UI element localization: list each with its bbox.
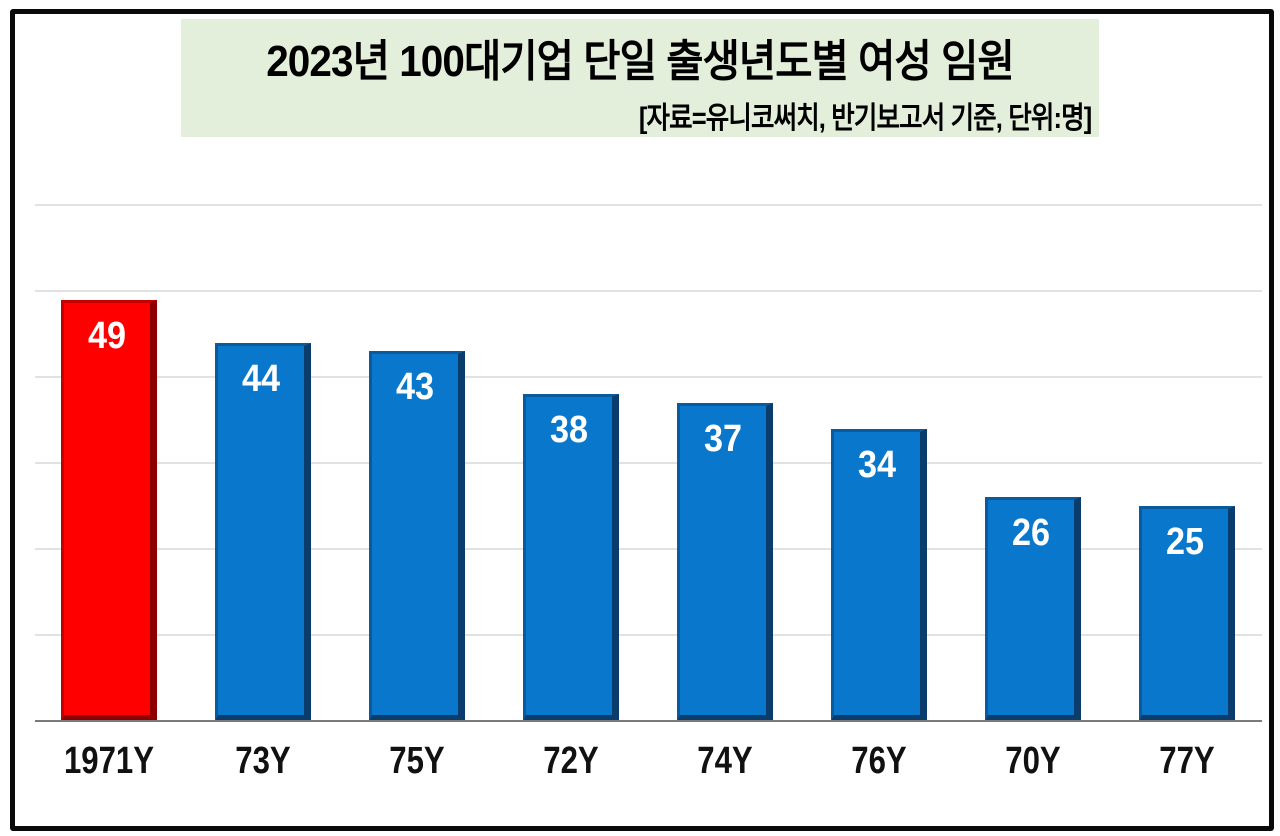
bar-77Y: 25 <box>1139 506 1235 721</box>
bar-75Y: 43 <box>369 351 465 721</box>
x-tick-label: 70Y <box>1005 740 1061 782</box>
bar-value-label: 38 <box>549 409 589 452</box>
bar-74Y: 37 <box>677 402 773 721</box>
bar-value-label: 49 <box>87 314 127 357</box>
x-tick-label: 75Y <box>389 740 445 782</box>
bar-value-label: 25 <box>1165 521 1205 563</box>
gridline-10 <box>35 634 1262 636</box>
x-tick-label: 72Y <box>543 740 599 782</box>
x-tick-label: 74Y <box>697 740 753 782</box>
bar-70Y: 26 <box>985 497 1081 721</box>
bar-value-label: 37 <box>703 417 743 460</box>
x-tick-label: 77Y <box>1159 740 1215 782</box>
x-axis-baseline <box>35 720 1262 722</box>
gridline-20 <box>35 548 1262 550</box>
title-box: 2023년 100대기업 단일 출생년도별 여성 임원 [자료=유니코써치, 반… <box>181 19 1099 137</box>
gridline-50 <box>35 290 1262 292</box>
bar-76Y: 34 <box>831 428 927 721</box>
bar-value-label: 43 <box>395 366 435 409</box>
bar-value-label: 34 <box>857 443 897 486</box>
bar-value-label: 26 <box>1011 512 1051 555</box>
gridline-30 <box>35 462 1262 464</box>
chart-title: 2023년 100대기업 단일 출생년도별 여성 임원 <box>266 37 1015 86</box>
bar-72Y: 38 <box>523 394 619 721</box>
gridline-40 <box>35 376 1262 378</box>
chart-subtitle: [자료=유니코써치, 반기보고서 기준, 단위:명] <box>638 102 1091 135</box>
bar-1971Y: 49 <box>61 299 157 721</box>
x-tick-label: 76Y <box>851 740 907 782</box>
x-tick-label: 73Y <box>235 740 291 782</box>
gridline-60 <box>35 204 1262 206</box>
x-tick-label: 1971Y <box>63 740 155 782</box>
bar-73Y: 44 <box>215 342 311 721</box>
bar-value-label: 44 <box>241 357 281 400</box>
